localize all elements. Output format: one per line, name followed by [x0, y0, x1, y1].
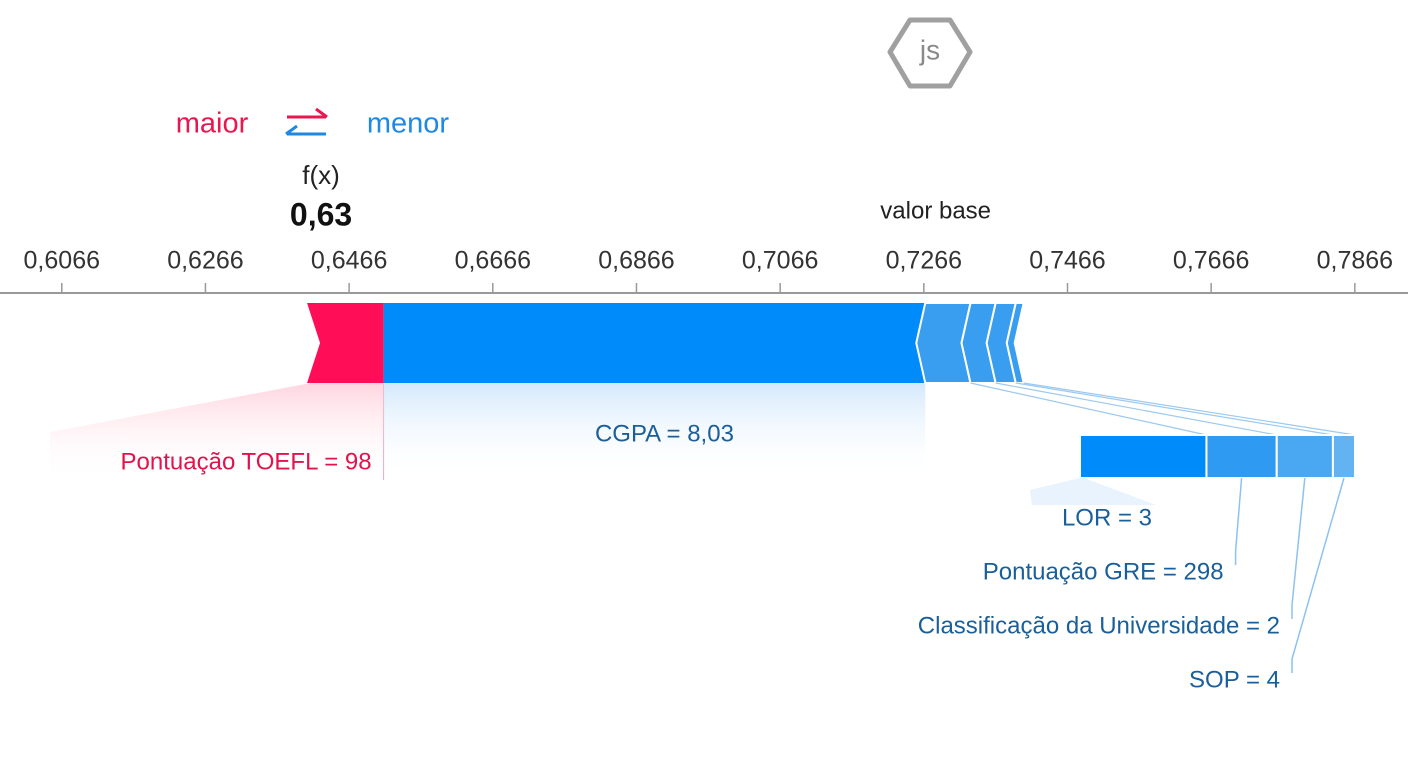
x-tick-label: 0,6266 [167, 247, 243, 275]
x-tick-label: 0,7066 [742, 247, 818, 275]
output-label: f(x) [302, 160, 340, 190]
inset-bar [1079, 434, 1208, 479]
label-connector [1291, 477, 1345, 673]
feature-label: Pontuação GRE = 298 [983, 558, 1224, 585]
logo-text: js [919, 34, 940, 65]
label-connector [1234, 477, 1243, 565]
legend-lower: menor [367, 108, 450, 140]
x-tick-label: 0,7466 [1029, 247, 1105, 275]
fan-higher [50, 383, 384, 480]
bar-higher [307, 303, 384, 383]
legend-arrows [285, 107, 328, 136]
x-tick-label: 0,6666 [455, 247, 531, 275]
label-fan [1030, 478, 1156, 505]
feature-label: LOR = 3 [1062, 504, 1152, 531]
label-connector [1291, 477, 1306, 619]
legend-higher: maior [176, 108, 249, 140]
fan-lower [383, 383, 926, 480]
inset-bar [1275, 434, 1334, 479]
x-tick-label: 0,6866 [598, 247, 674, 275]
x-tick-label: 0,7666 [1173, 247, 1249, 275]
logo-hexagon [887, 17, 973, 89]
inset-bar [1205, 434, 1278, 479]
bar-lower [383, 303, 926, 383]
feature-label: Pontuação TOEFL = 98 [121, 448, 372, 475]
connector [970, 382, 1207, 436]
x-tick-label: 0,6066 [24, 247, 100, 275]
connector [995, 382, 1277, 436]
feature-label: Classificação da Universidade = 2 [918, 612, 1280, 639]
logo: js [887, 17, 973, 89]
inset-bar [1331, 434, 1356, 479]
feature-label: SOP = 4 [1189, 666, 1280, 693]
base-label: valor base [880, 197, 991, 224]
connector [1015, 382, 1334, 436]
x-tick-label: 0,6466 [311, 247, 387, 275]
x-tick-label: 0,7866 [1317, 247, 1393, 275]
feature-label: CGPA = 8,03 [595, 420, 734, 447]
x-tick-label: 0,7266 [886, 247, 962, 275]
output-value: 0,63 [290, 196, 352, 232]
connector [1023, 382, 1356, 436]
